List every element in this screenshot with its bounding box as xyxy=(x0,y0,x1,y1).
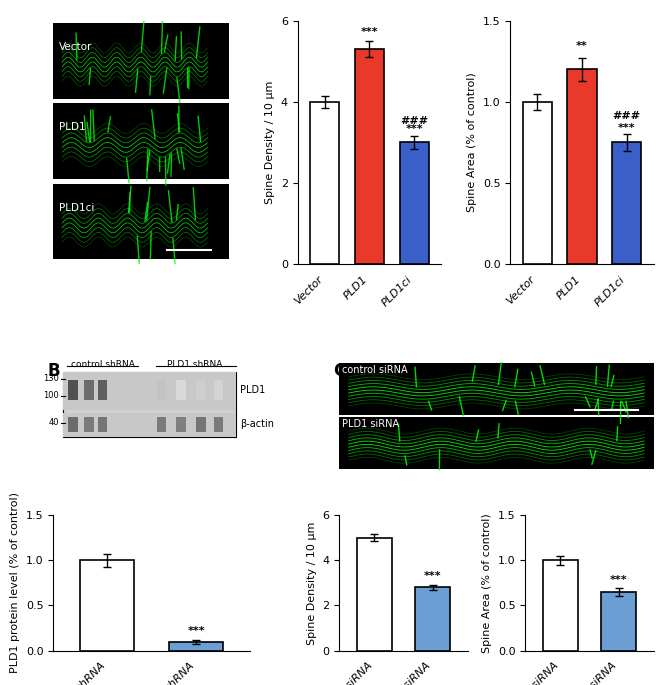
FancyBboxPatch shape xyxy=(63,372,236,410)
Text: control siRNA: control siRNA xyxy=(342,365,408,375)
FancyBboxPatch shape xyxy=(53,184,229,260)
Text: ***: *** xyxy=(424,571,442,582)
Text: β-actin: β-actin xyxy=(240,419,274,429)
FancyBboxPatch shape xyxy=(157,417,166,432)
Text: PLD1: PLD1 xyxy=(59,123,85,132)
Y-axis label: PLD1 protein level (% of control): PLD1 protein level (% of control) xyxy=(11,493,21,673)
Text: 100: 100 xyxy=(43,391,59,400)
Text: ***: *** xyxy=(187,626,205,636)
Y-axis label: Spine Area (% of control): Spine Area (% of control) xyxy=(482,513,492,653)
Text: PLD1 siRNA: PLD1 siRNA xyxy=(342,419,400,429)
FancyBboxPatch shape xyxy=(196,379,205,400)
FancyBboxPatch shape xyxy=(196,417,205,432)
FancyBboxPatch shape xyxy=(68,417,78,432)
FancyBboxPatch shape xyxy=(63,372,236,438)
Bar xyxy=(355,49,384,264)
Bar xyxy=(523,102,552,264)
Text: ***: *** xyxy=(618,123,636,133)
FancyBboxPatch shape xyxy=(68,379,78,400)
FancyBboxPatch shape xyxy=(97,417,107,432)
Text: ###: ### xyxy=(400,116,428,126)
Text: Vector: Vector xyxy=(59,42,92,52)
Text: ***: *** xyxy=(406,124,423,134)
FancyBboxPatch shape xyxy=(53,23,229,99)
FancyBboxPatch shape xyxy=(340,363,654,415)
FancyBboxPatch shape xyxy=(84,379,93,400)
FancyBboxPatch shape xyxy=(176,417,186,432)
Bar xyxy=(415,587,450,651)
Text: A: A xyxy=(57,25,70,43)
Y-axis label: Spine Density / 10 μm: Spine Density / 10 μm xyxy=(307,521,317,645)
Bar xyxy=(612,142,642,264)
Text: 130: 130 xyxy=(43,374,59,383)
FancyBboxPatch shape xyxy=(340,417,654,469)
Bar xyxy=(310,102,340,264)
Text: **: ** xyxy=(576,41,588,51)
FancyBboxPatch shape xyxy=(176,379,186,400)
Bar xyxy=(357,538,392,651)
Y-axis label: Spine Area (% of control): Spine Area (% of control) xyxy=(468,73,478,212)
Text: PLD1ci: PLD1ci xyxy=(59,203,94,213)
Text: ***: *** xyxy=(610,575,628,585)
Text: C: C xyxy=(333,362,346,379)
Bar xyxy=(543,560,578,651)
FancyBboxPatch shape xyxy=(53,103,229,179)
FancyBboxPatch shape xyxy=(97,379,107,400)
Bar xyxy=(169,642,223,651)
Bar xyxy=(80,560,134,651)
FancyBboxPatch shape xyxy=(84,417,93,432)
Text: B: B xyxy=(47,362,60,379)
FancyBboxPatch shape xyxy=(63,412,236,438)
Bar xyxy=(601,592,636,651)
Text: control shRNA: control shRNA xyxy=(71,360,135,369)
Text: ***: *** xyxy=(361,27,378,37)
FancyBboxPatch shape xyxy=(213,379,223,400)
Y-axis label: Spine Density / 10 μm: Spine Density / 10 μm xyxy=(265,81,275,204)
Bar xyxy=(568,69,596,264)
Text: ###: ### xyxy=(613,112,641,121)
Bar xyxy=(400,142,429,264)
Text: 40: 40 xyxy=(49,419,59,427)
Text: PLD1: PLD1 xyxy=(240,385,265,395)
FancyBboxPatch shape xyxy=(213,417,223,432)
FancyBboxPatch shape xyxy=(157,379,166,400)
Text: PLD1 shRNA: PLD1 shRNA xyxy=(167,360,223,369)
